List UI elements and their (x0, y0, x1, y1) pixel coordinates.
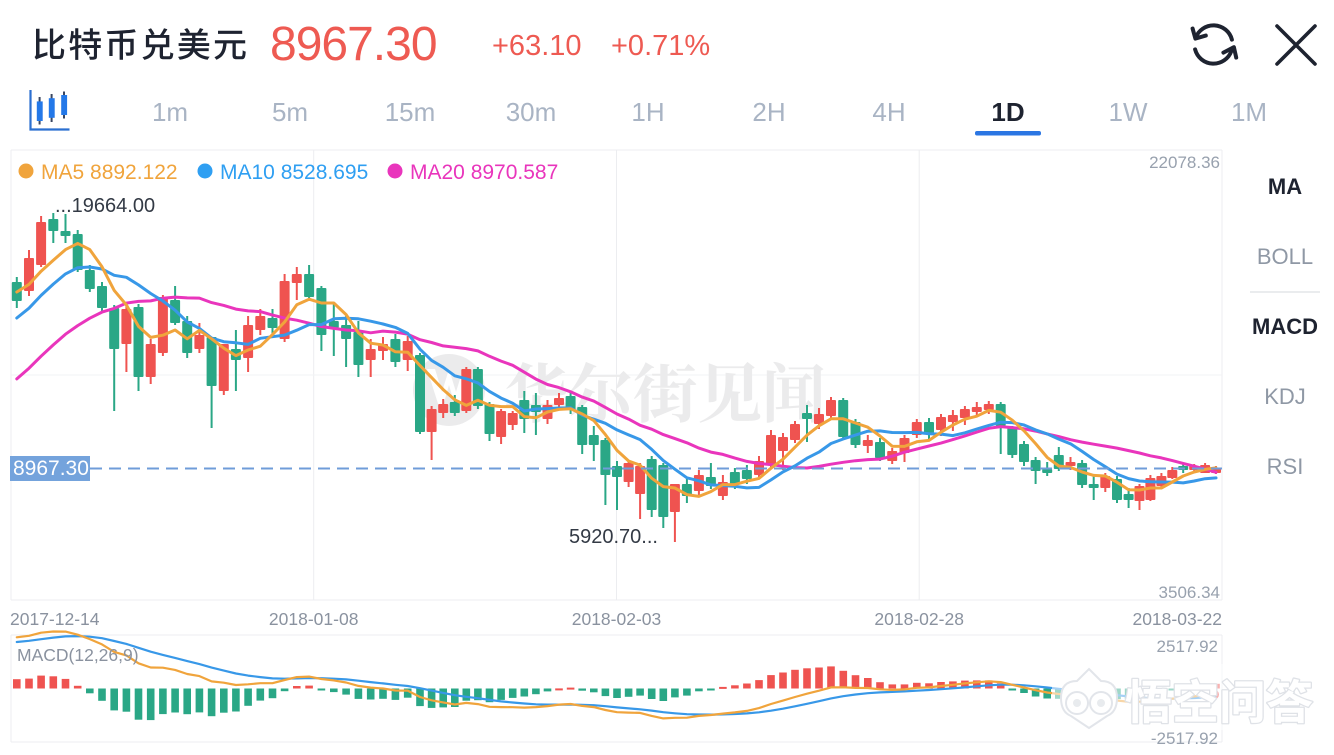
svg-text:MACD: MACD (1252, 314, 1318, 339)
svg-text:2517.92: 2517.92 (1157, 637, 1218, 656)
svg-text:2018-02-28: 2018-02-28 (874, 609, 964, 629)
svg-text:+63.10: +63.10 (492, 30, 582, 62)
svg-text:+0.71%: +0.71% (611, 30, 710, 62)
svg-text:4H: 4H (872, 97, 905, 127)
svg-text:MA10 8528.695: MA10 8528.695 (220, 161, 368, 184)
svg-text:MACD(12,26,9): MACD(12,26,9) (17, 645, 139, 665)
svg-text:MA20 8970.587: MA20 8970.587 (410, 161, 558, 184)
svg-text:2017-12-14: 2017-12-14 (10, 609, 100, 629)
svg-text:22078.36: 22078.36 (1149, 153, 1220, 172)
svg-text:BOLL: BOLL (1257, 244, 1313, 269)
svg-text:1D: 1D (991, 97, 1024, 127)
svg-text:30m: 30m (506, 97, 557, 127)
svg-text:5920.70...: 5920.70... (569, 526, 658, 548)
svg-text:2018-03-22: 2018-03-22 (1132, 609, 1222, 629)
svg-text:2018-02-03: 2018-02-03 (572, 609, 662, 629)
svg-text:1m: 1m (152, 97, 188, 127)
svg-text:RSI: RSI (1267, 454, 1304, 479)
svg-text:1H: 1H (631, 97, 664, 127)
svg-text:MA: MA (1268, 174, 1302, 199)
svg-text:15m: 15m (385, 97, 436, 127)
svg-text:MA5 8892.122: MA5 8892.122 (41, 161, 178, 184)
svg-text:1W: 1W (1109, 97, 1148, 127)
svg-text:1M: 1M (1231, 97, 1267, 127)
svg-text:2018-01-08: 2018-01-08 (269, 609, 359, 629)
svg-text:3506.34: 3506.34 (1159, 583, 1220, 602)
svg-text:8967.30: 8967.30 (270, 18, 437, 71)
svg-text:-2517.92: -2517.92 (1151, 729, 1218, 748)
svg-text:...19664.00: ...19664.00 (55, 195, 155, 217)
svg-text:2H: 2H (752, 97, 785, 127)
svg-text:8967.30: 8967.30 (13, 457, 89, 480)
svg-text:KDJ: KDJ (1264, 384, 1306, 409)
svg-text:5m: 5m (272, 97, 308, 127)
